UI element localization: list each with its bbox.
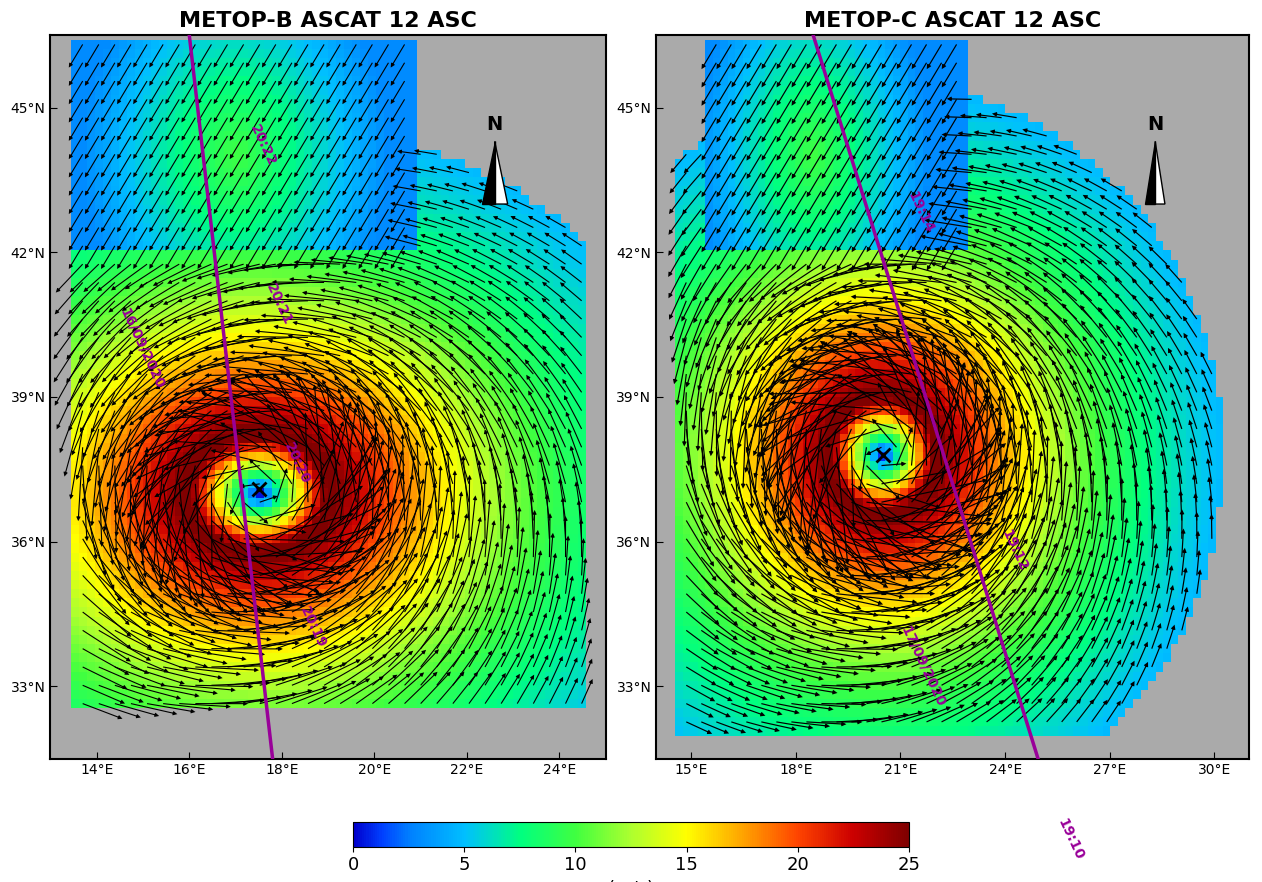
Text: 20:19: 20:19 xyxy=(298,604,329,650)
Text: 17/09/2020: 17/09/2020 xyxy=(897,624,948,709)
Polygon shape xyxy=(495,141,507,204)
Title: METOP-C ASCAT 12 ASC: METOP-C ASCAT 12 ASC xyxy=(804,11,1102,31)
Title: METOP-B ASCAT 12 ASC: METOP-B ASCAT 12 ASC xyxy=(179,11,477,31)
Text: 20:21: 20:21 xyxy=(262,281,294,327)
Polygon shape xyxy=(1155,141,1165,204)
Polygon shape xyxy=(482,141,495,204)
Text: N: N xyxy=(487,116,502,134)
Text: 19:14: 19:14 xyxy=(905,190,936,235)
Text: 19:10: 19:10 xyxy=(1055,817,1087,863)
Text: 16/09/2020: 16/09/2020 xyxy=(117,305,167,391)
Text: 19:12: 19:12 xyxy=(1000,527,1030,573)
Text: N: N xyxy=(1147,116,1164,134)
X-axis label: (m/s): (m/s) xyxy=(607,880,655,882)
Text: 20:20: 20:20 xyxy=(281,440,313,487)
Text: 20:22: 20:22 xyxy=(247,123,278,168)
Polygon shape xyxy=(1146,141,1155,204)
